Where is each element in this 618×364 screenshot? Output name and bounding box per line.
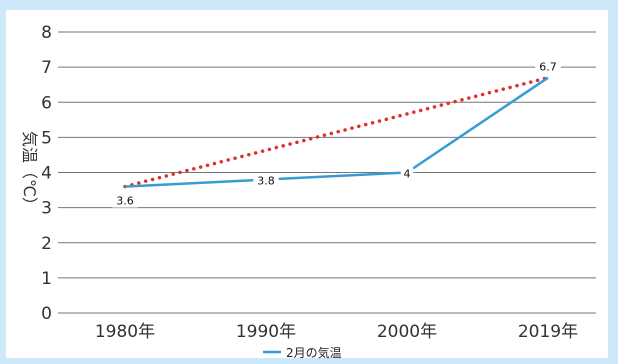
- y-tick-label: 8: [41, 23, 52, 43]
- x-tick-label: 2019年: [518, 322, 578, 342]
- data-label: 3.6: [116, 195, 134, 208]
- y-tick-label: 4: [41, 164, 52, 184]
- legend: 2月の気温: [263, 345, 342, 360]
- data-label-bg: [400, 167, 414, 181]
- data-label-bg: [253, 174, 279, 188]
- y-axis-label: 気温（℃）: [20, 131, 39, 213]
- data-label: 6.7: [539, 61, 557, 74]
- data-label-bg: [112, 194, 138, 208]
- data-label-bg: [535, 60, 561, 74]
- x-tick-label: 2000年: [377, 322, 437, 342]
- data-label: 3.8: [257, 175, 275, 188]
- x-tick-label: 1980年: [95, 322, 155, 342]
- y-tick-label: 0: [41, 304, 52, 324]
- trend-line-dotted: [123, 75, 550, 189]
- x-axis-ticks: 1980年 1990年 2000年 2019年: [95, 322, 578, 342]
- y-axis-ticks: 0 1 2 3 4 5 6 7 8: [41, 23, 52, 324]
- data-label: 4: [404, 168, 411, 181]
- y-tick-label: 1: [41, 269, 52, 289]
- y-tick-label: 5: [41, 128, 52, 148]
- gridlines: [58, 31, 596, 314]
- y-tick-label: 7: [41, 58, 52, 78]
- x-tick-label: 1990年: [236, 322, 296, 342]
- y-tick-label: 3: [41, 199, 52, 219]
- y-tick-label: 2: [41, 234, 52, 254]
- y-tick-label: 6: [41, 93, 52, 113]
- legend-label: 2月の気温: [286, 345, 342, 360]
- series-lines: [123, 75, 550, 189]
- data-labels: 3.6 3.8 4 6.7: [112, 60, 561, 208]
- series-line-february-temperature: [124, 76, 549, 188]
